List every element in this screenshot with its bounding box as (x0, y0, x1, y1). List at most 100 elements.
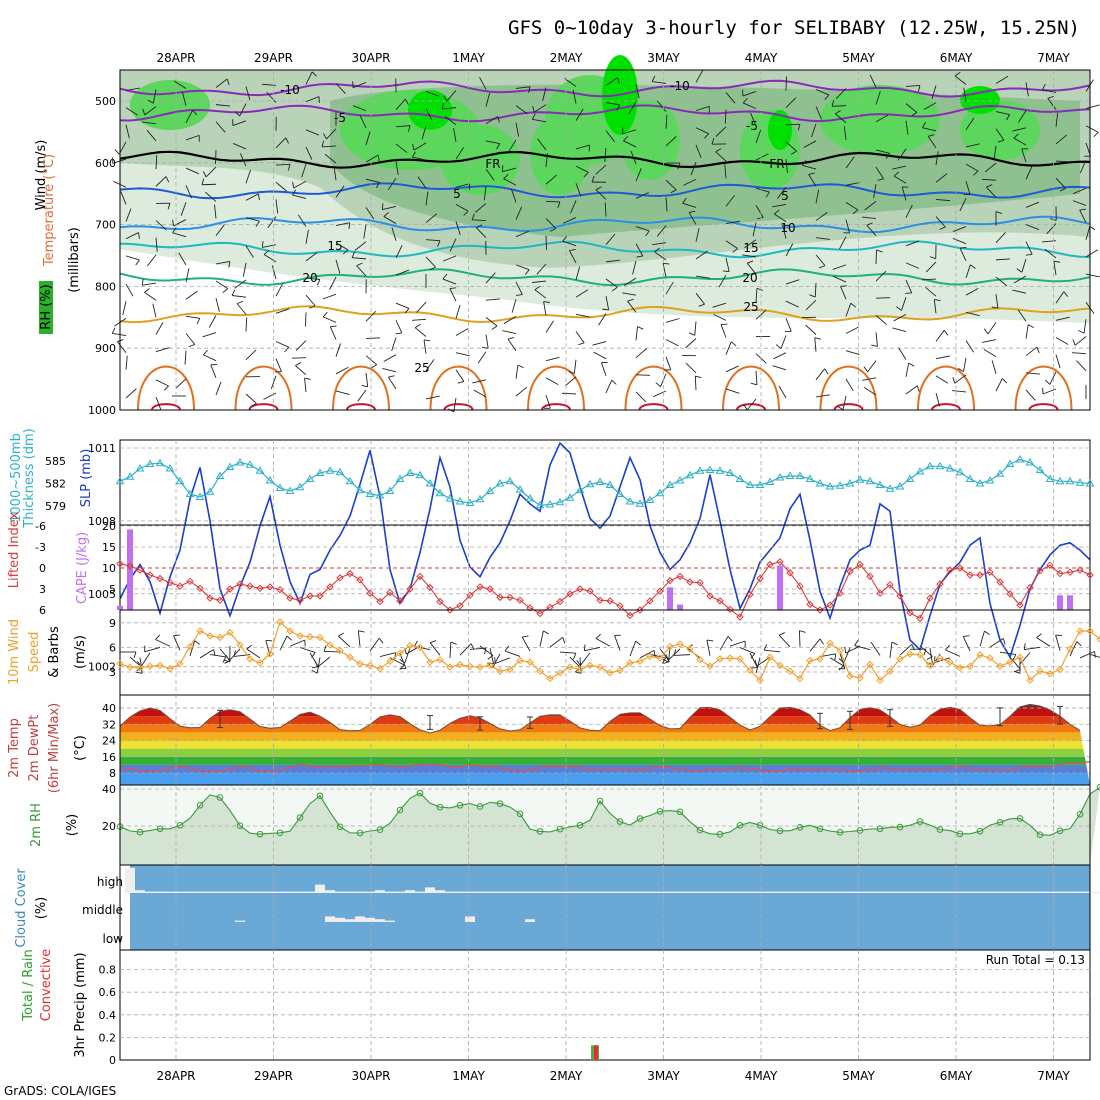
wind10-marker (136, 664, 144, 672)
p1-barb (927, 136, 937, 149)
p1-barb (845, 182, 860, 186)
rh-marker (316, 792, 324, 800)
rh-marker (596, 797, 604, 805)
p1-barb-flag (688, 332, 695, 336)
cloud-cell-high (855, 891, 865, 893)
p1-barb-flag (322, 311, 328, 318)
rh-marker (636, 815, 644, 822)
p1-barb (901, 186, 907, 201)
p4-barb (934, 657, 951, 663)
p3-tick-li: 6 (39, 604, 46, 617)
p1-barb (485, 272, 496, 284)
wind10-marker (556, 669, 564, 677)
p4-barb (1019, 652, 1031, 666)
p4-barb (829, 657, 844, 667)
p1-barb (725, 220, 740, 225)
cloud-cell-high (585, 891, 595, 893)
lifted-marker (136, 566, 144, 574)
p4-barb (492, 653, 501, 669)
p1-barb-flag (831, 100, 835, 107)
p1-barb (185, 167, 199, 175)
wind10-marker (1086, 627, 1094, 635)
p1-barb (1085, 273, 1100, 278)
p5-tick: 8 (109, 767, 116, 780)
thickness-marker (245, 460, 255, 468)
p1-barb (335, 366, 349, 375)
wind10-marker (806, 656, 814, 665)
p1-barb (935, 355, 950, 360)
p1-barb-flag (562, 235, 567, 242)
cloud-cell-high (615, 891, 625, 893)
p1-barb (1025, 324, 1029, 339)
p1-barb-flag (775, 344, 782, 349)
p1-barb-flag (503, 173, 509, 180)
p1-barb-flag (840, 285, 847, 287)
wind10-marker (216, 633, 224, 642)
p1-barb (1047, 98, 1057, 110)
temp-band (120, 773, 1090, 785)
p1-barb-flag (877, 178, 884, 181)
wind10-marker (306, 633, 314, 641)
p1-barb (449, 238, 457, 252)
p1-barb (391, 337, 397, 351)
p1-barb (125, 355, 128, 370)
p3-tick-cape: 5 (109, 583, 116, 596)
p1-barb (632, 260, 637, 275)
p1-barb (718, 274, 727, 288)
p1-barb (695, 250, 708, 260)
p1-barb (746, 262, 757, 275)
wind10-marker (566, 663, 574, 671)
p1-barb (831, 105, 847, 107)
p4-barb-flag (155, 634, 161, 640)
p4-barb (673, 654, 691, 656)
cloud-cell-high (385, 891, 395, 893)
p1-barb (245, 317, 248, 332)
p1-barb (395, 98, 406, 110)
upper-air-panel: 500 600 700 800 900 1000 -10 -10 -5 -5 FR FR 5 5 15 15 2… (34, 55, 1100, 417)
p1-barb (905, 262, 920, 269)
p3-tick-li: 3 (39, 583, 46, 596)
thickness-marker (555, 497, 565, 506)
cloud-cell-middle (385, 920, 395, 922)
rh-marker (756, 821, 764, 829)
p1-barb (750, 112, 757, 126)
thickness-marker (545, 500, 555, 508)
thickness-marker (735, 474, 745, 482)
p1-barb (654, 251, 667, 261)
lifted-marker (526, 604, 534, 612)
rh-marker (1076, 810, 1084, 818)
p1-barb (965, 288, 979, 296)
p1-barb (502, 167, 517, 173)
p8-tick: 0.8 (99, 964, 117, 977)
wind10-marker (846, 672, 854, 680)
p4-barb (494, 657, 511, 664)
p1-barb (305, 129, 320, 136)
p4-barb (289, 639, 305, 647)
rh-band-90 (530, 115, 590, 195)
thickness-marker (345, 476, 355, 485)
p1-barb (569, 250, 577, 264)
cloud-cell-high (125, 867, 135, 893)
p1-barb (275, 358, 282, 372)
p1-barb (215, 298, 220, 312)
p1-barb (215, 121, 226, 133)
cloud-cell-high (285, 891, 295, 893)
p1-barb (573, 359, 577, 374)
isotherm (119, 104, 1091, 123)
lifted-marker (1046, 561, 1054, 569)
p1-barb-flag (578, 342, 585, 346)
p1-barb (864, 386, 877, 396)
wind10-marker (436, 655, 444, 664)
thickness-marker (1075, 478, 1085, 486)
p1-barb (263, 254, 277, 263)
lifted-marker (726, 605, 734, 614)
p1-barb-flag (928, 134, 935, 137)
p1-barb (905, 120, 909, 135)
p1-barb (515, 86, 530, 89)
p1-barb (665, 281, 674, 295)
thickness-marker (285, 486, 295, 494)
lifted-marker (516, 596, 524, 604)
p1-barb-flag (929, 256, 936, 260)
p1-barb (995, 378, 1003, 392)
p1-barb (905, 385, 918, 395)
